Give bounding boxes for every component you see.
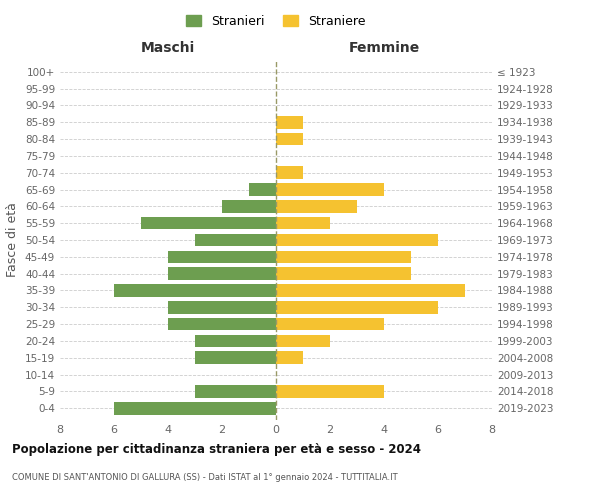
Bar <box>168 250 276 263</box>
Bar <box>114 284 276 297</box>
Bar <box>276 334 330 347</box>
Bar <box>141 217 276 230</box>
Bar <box>276 200 357 212</box>
Bar <box>168 268 276 280</box>
Bar <box>276 284 465 297</box>
Bar <box>276 385 384 398</box>
Bar <box>276 116 303 128</box>
Text: COMUNE DI SANT'ANTONIO DI GALLURA (SS) - Dati ISTAT al 1° gennaio 2024 - TUTTITA: COMUNE DI SANT'ANTONIO DI GALLURA (SS) -… <box>12 472 398 482</box>
Bar <box>276 166 303 179</box>
Bar <box>276 217 330 230</box>
Text: Femmine: Femmine <box>349 41 419 55</box>
Bar <box>276 183 384 196</box>
Bar <box>168 318 276 330</box>
Bar <box>276 352 303 364</box>
Text: Popolazione per cittadinanza straniera per età e sesso - 2024: Popolazione per cittadinanza straniera p… <box>12 442 421 456</box>
Bar <box>168 301 276 314</box>
Bar <box>276 250 411 263</box>
Bar <box>276 234 438 246</box>
Text: Maschi: Maschi <box>141 41 195 55</box>
Legend: Stranieri, Straniere: Stranieri, Straniere <box>182 11 370 32</box>
Bar <box>195 385 276 398</box>
Bar <box>276 133 303 145</box>
Bar <box>276 318 384 330</box>
Bar <box>195 234 276 246</box>
Bar <box>222 200 276 212</box>
Bar <box>114 402 276 414</box>
Y-axis label: Fasce di età: Fasce di età <box>7 202 19 278</box>
Bar <box>195 352 276 364</box>
Bar <box>249 183 276 196</box>
Bar <box>276 268 411 280</box>
Bar <box>276 301 438 314</box>
Bar <box>195 334 276 347</box>
